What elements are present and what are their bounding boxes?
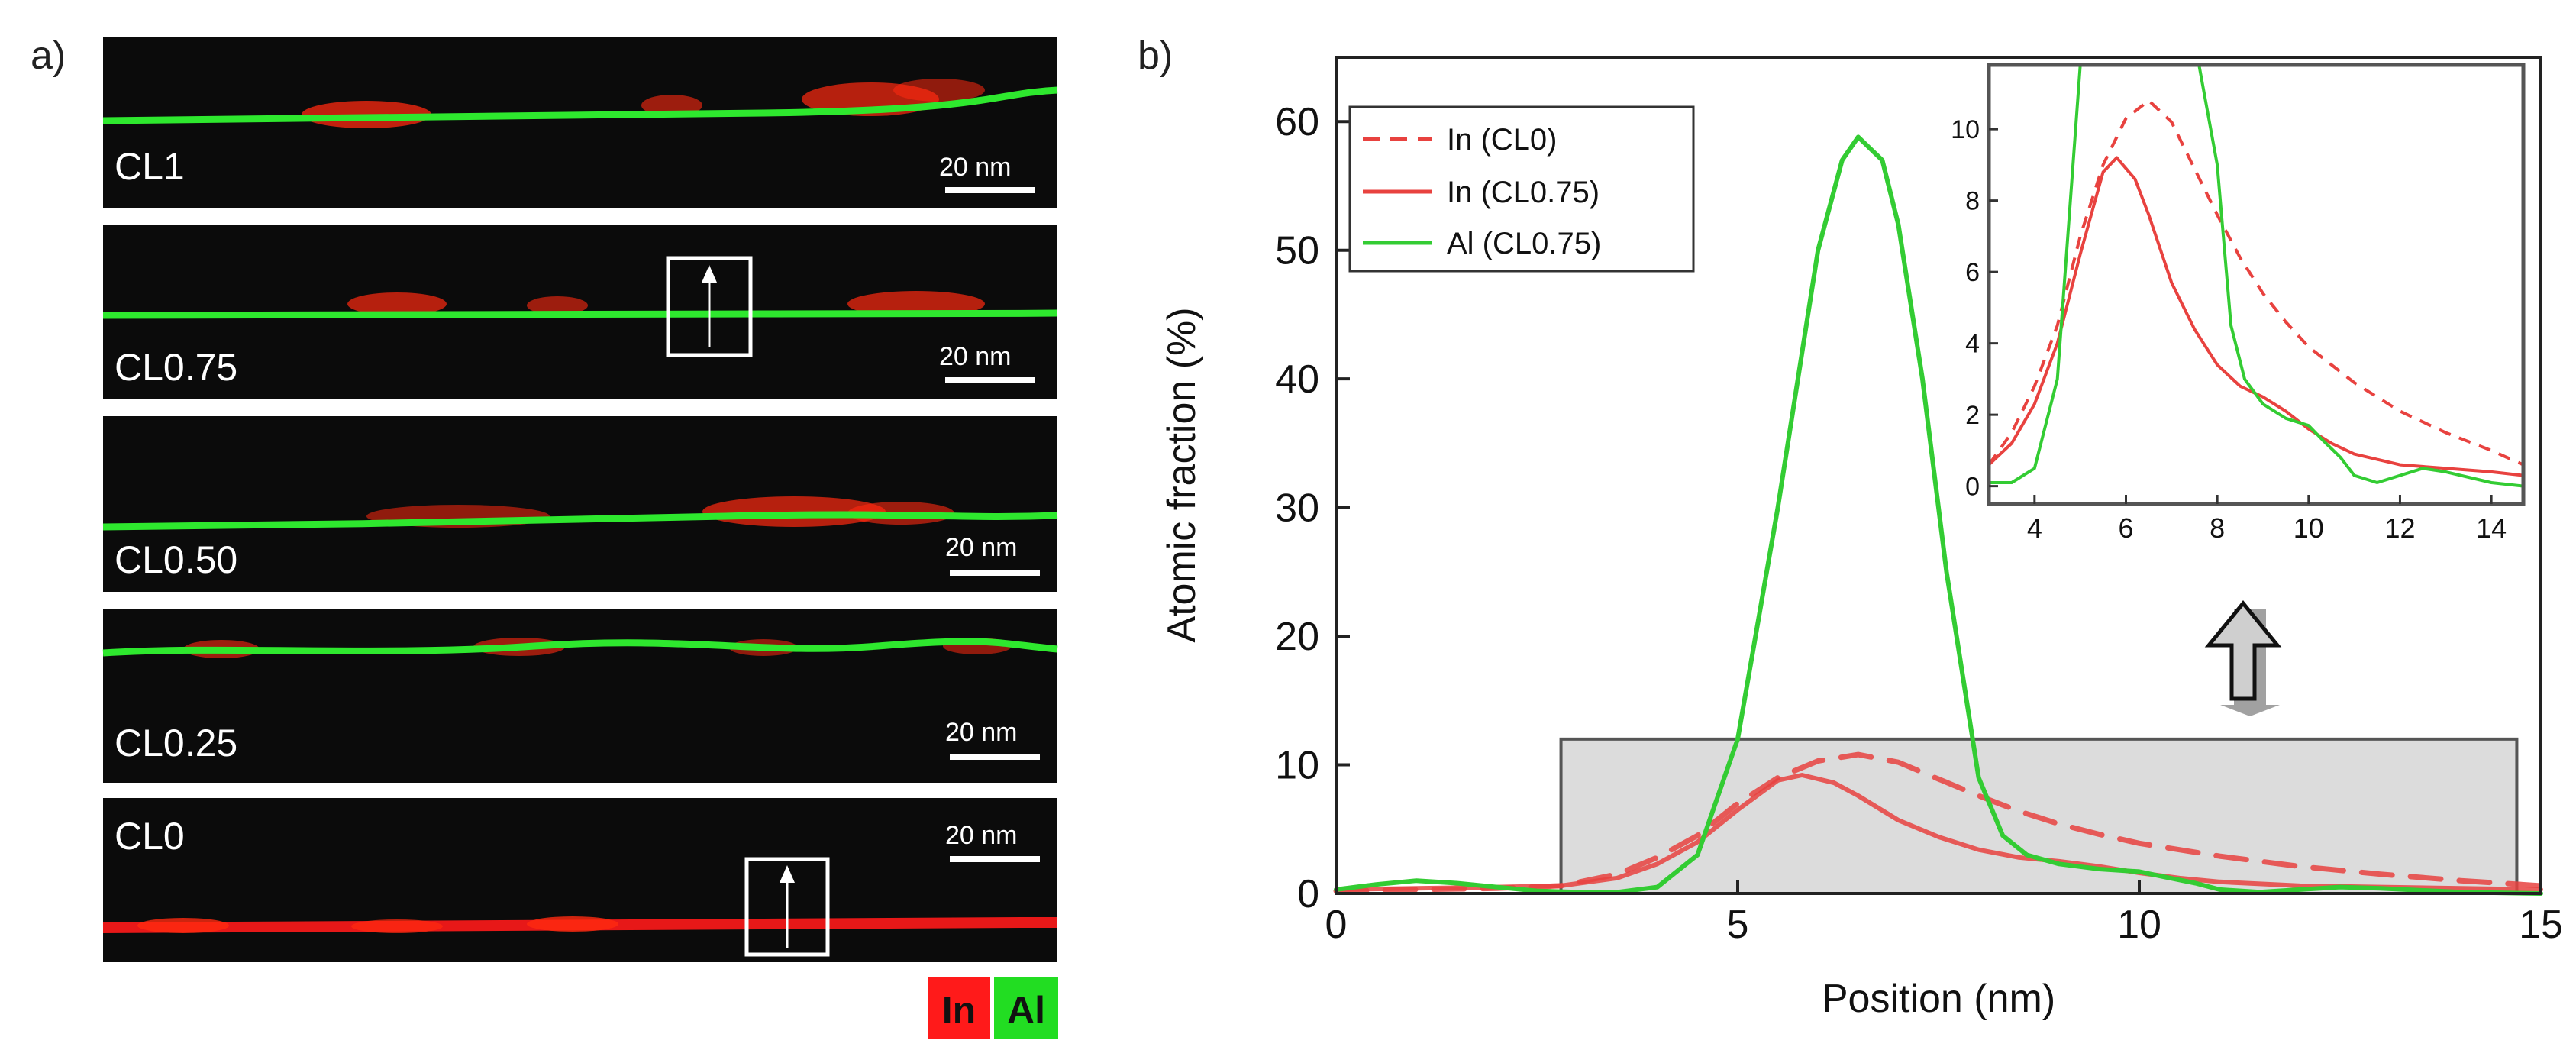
- inset-x-tick-label: 14: [2476, 512, 2507, 544]
- plot-frame: [1335, 56, 2542, 895]
- image-background: [103, 798, 1057, 962]
- in-legend-label: In: [942, 989, 976, 1032]
- panel-a-label: a): [31, 34, 66, 78]
- chart-legend: In (CL0) In (CL0.75) Al (CL0.75): [1348, 105, 1695, 273]
- image-label: CL1: [115, 145, 185, 188]
- image-background: [103, 609, 1057, 783]
- tem-image-cl0: CL0 20 nm: [102, 798, 1058, 962]
- tem-image-cl0-75: CL0.75 20 nm: [102, 225, 1058, 399]
- panel-a: a) CL1 20 nm CL0.75 20 nm: [31, 34, 1058, 1039]
- image-label: CL0.50: [115, 538, 237, 581]
- scale-bar-label: 20 nm: [945, 718, 1018, 747]
- inset-y-tick-label: 10: [1951, 115, 1980, 144]
- tem-image-cl0-50: CL0.50 20 nm: [102, 416, 1058, 592]
- inset-chart: 4 6 8 10 12 14 0 2 4 6 8 10: [1951, 63, 2526, 544]
- inset-axis-ticks: 4 6 8 10 12 14 0 2 4 6 8 10: [1951, 115, 2507, 544]
- profile-box: [666, 256, 753, 357]
- in-cluster: [527, 296, 588, 315]
- y-tick-label: 30: [1275, 486, 1319, 531]
- al-layer: [102, 86, 1058, 124]
- profile-arrowhead: [702, 265, 717, 283]
- profile-arrowhead: [780, 865, 795, 883]
- scale-bar: [950, 570, 1040, 576]
- inset-x-tick-label: 12: [2384, 512, 2415, 544]
- image-label: CL0.25: [115, 722, 237, 764]
- inset-background: [1987, 63, 2526, 506]
- in-cluster: [347, 292, 447, 315]
- legend-label-al-cl075: Al (CL0.75): [1447, 227, 1601, 260]
- al-layer: [102, 309, 1058, 319]
- x-axis-label: Position (nm): [1822, 977, 2055, 1021]
- in-swatch: [928, 977, 990, 1039]
- tem-image-cl0-25: CL0.25 20 nm: [102, 609, 1058, 783]
- main-series-group: [1333, 134, 2544, 896]
- al-swatch: [994, 977, 1058, 1039]
- image-label: CL0.75: [115, 346, 237, 389]
- inset-y-tick-label: 2: [1965, 401, 1980, 430]
- scale-bar: [945, 377, 1035, 383]
- inset-x-tick-label: 6: [2118, 512, 2133, 544]
- al-layer: [102, 638, 1058, 657]
- inset-y-tick-label: 4: [1965, 330, 1980, 359]
- panel-b-label: b): [1138, 34, 1173, 78]
- y-tick-label: 50: [1275, 229, 1319, 273]
- scale-bar: [950, 856, 1040, 862]
- inset-y-tick-label: 0: [1965, 473, 1980, 502]
- image-label: CL0: [115, 815, 185, 858]
- in-cluster: [351, 919, 443, 933]
- tem-image-cl1: CL1 20 nm: [102, 37, 1058, 208]
- legend-label-in-cl0: In (CL0): [1447, 123, 1558, 157]
- x-tick-label: 15: [2519, 903, 2563, 947]
- inset-series-line-in-cl0-75-: [1987, 156, 2524, 477]
- series-line-in-cl0-75-: [1334, 773, 2543, 892]
- y-tick-label: 60: [1275, 100, 1319, 144]
- zoom-arrow-up: [2204, 600, 2282, 701]
- scale-bar: [950, 754, 1040, 760]
- y-tick-label: 40: [1275, 357, 1319, 402]
- scale-bar: [945, 187, 1035, 193]
- element-legend: In Al: [928, 977, 1058, 1039]
- inset-y-tick-label: 6: [1965, 258, 1980, 287]
- y-axis-label: Atomic fraction (%): [1160, 307, 1204, 642]
- x-tick-label: 0: [1325, 903, 1348, 947]
- in-cluster: [137, 918, 229, 933]
- inset-frame: [1987, 63, 2526, 506]
- inset-x-tick-label: 4: [2027, 512, 2042, 544]
- image-background: [103, 37, 1057, 208]
- y-tick-label: 0: [1297, 872, 1319, 916]
- series-line-al-cl0-75-: [1334, 134, 2543, 896]
- y-tick-label: 10: [1275, 744, 1319, 788]
- in-layer: [102, 917, 1058, 933]
- scale-bar-label: 20 nm: [939, 153, 1012, 182]
- legend-label-in-cl075: In (CL0.75): [1447, 176, 1600, 209]
- in-cluster: [527, 916, 618, 932]
- al-legend-label: Al: [1007, 989, 1045, 1032]
- zoom-arrow: [2204, 600, 2282, 716]
- x-tick-label: 10: [2117, 903, 2161, 947]
- y-tick-label: 20: [1275, 615, 1319, 659]
- x-tick-label: 5: [1727, 903, 1749, 947]
- inset-x-tick-label: 8: [2210, 512, 2225, 544]
- in-cluster: [893, 79, 985, 102]
- scale-bar-label: 20 nm: [939, 342, 1012, 371]
- al-layer: [102, 511, 1058, 531]
- scale-bar-label: 20 nm: [945, 533, 1018, 562]
- series-line-in-cl0-: [1333, 751, 2544, 894]
- profile-box: [744, 857, 830, 957]
- inset-y-tick-label: 8: [1965, 187, 1980, 216]
- scale-bar-label: 20 nm: [945, 821, 1018, 850]
- inset-x-tick-label: 10: [2294, 512, 2324, 544]
